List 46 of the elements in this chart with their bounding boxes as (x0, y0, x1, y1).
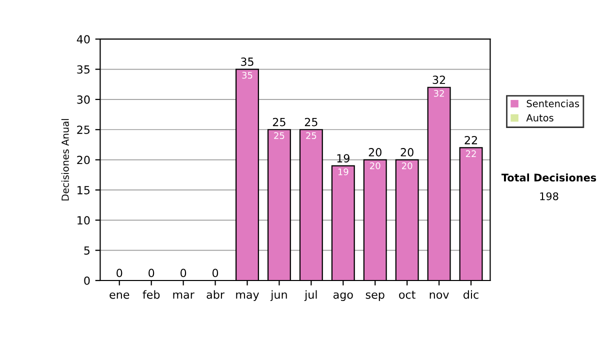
data-label: 20 (370, 162, 380, 170)
y-tick-label: 15 (78, 186, 90, 194)
legend-label: Autos (526, 114, 554, 122)
x-tick-label: ago (333, 292, 353, 301)
y-tick-label: 20 (77, 156, 90, 164)
data-label: 19 (338, 168, 348, 176)
x-tick-label: dic (464, 290, 478, 299)
total-label: 0 (212, 268, 218, 278)
total-label: 22 (464, 136, 477, 144)
x-tick-label: jun (270, 290, 287, 301)
total-label: 0 (116, 268, 122, 278)
total-label: 0 (148, 268, 154, 278)
data-label: 35 (242, 72, 252, 79)
data-label: 25 (306, 132, 316, 140)
x-tick-label: feb (142, 290, 160, 299)
y-tick-label: 0 (84, 276, 90, 285)
x-tick-label: oct (399, 290, 416, 299)
x-tick-label: nov (430, 292, 449, 299)
y-tick-label: 10 (78, 216, 90, 225)
x-tick-label: mar (173, 292, 194, 299)
x-tick-label: abr (206, 290, 224, 299)
legend-label: Sentencias (526, 100, 580, 108)
y-tick-label: 25 (77, 126, 90, 134)
data-label: 32 (434, 90, 444, 97)
data-label: 22 (466, 150, 476, 158)
data-label: 25 (274, 132, 284, 140)
total-label: 32 (432, 76, 446, 84)
y-axis-title: Decisiones Anual (61, 119, 69, 200)
total-label: 20 (400, 148, 414, 156)
x-tick-label: may (236, 292, 260, 301)
y-tick-label: 40 (76, 35, 90, 44)
total-label: 0 (180, 268, 186, 278)
total-label: 25 (304, 118, 318, 126)
x-tick-label: jul (304, 290, 317, 301)
y-tick-label: 30 (77, 95, 90, 104)
text: 198 (540, 192, 558, 200)
data-label: 20 (402, 162, 412, 170)
total-label: 35 (241, 58, 254, 66)
x-tick-label: sep (366, 292, 384, 301)
text: Total Decisiones (501, 173, 596, 182)
total-label: 20 (368, 148, 382, 156)
y-tick-label: 5 (84, 246, 90, 255)
total-label: 19 (337, 154, 350, 162)
x-tick-label: ene (110, 292, 130, 299)
total-label: 25 (272, 118, 286, 126)
y-tick-label: 35 (77, 65, 90, 74)
